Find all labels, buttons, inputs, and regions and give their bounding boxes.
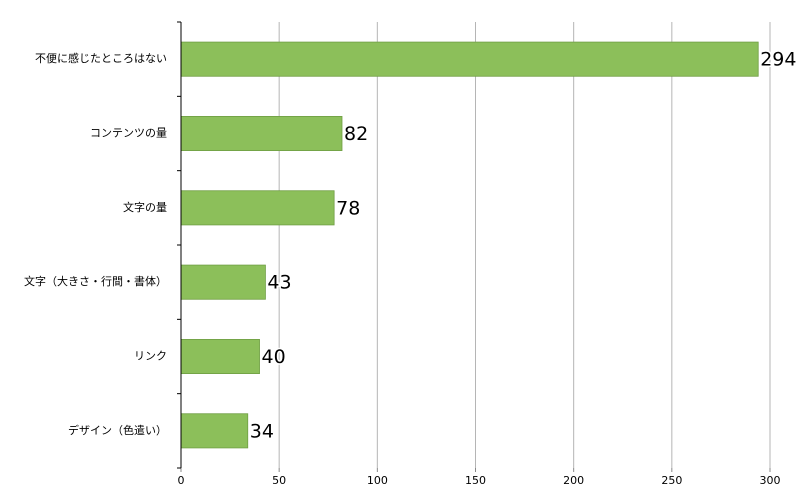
bar [180, 264, 266, 300]
y-tick-label: リンク [134, 350, 167, 363]
data-label: 82 [344, 123, 368, 145]
bar [180, 413, 249, 449]
y-tick-label: 文字の量 [123, 200, 167, 214]
y-tick-label: コンテンツの量 [90, 127, 167, 140]
bar [180, 116, 343, 151]
x-tick-label: 300 [760, 474, 781, 487]
x-tick-label: 0 [178, 474, 185, 487]
x-tick-label: 100 [367, 474, 388, 487]
y-tick-label: 文字（大きさ・行間・書体） [24, 274, 167, 288]
data-label: 78 [336, 197, 360, 219]
bar [180, 190, 335, 226]
x-tick-label: 150 [465, 474, 486, 487]
x-tick-label: 250 [661, 474, 682, 487]
y-tick-label: デザイン（色遣い） [68, 423, 167, 437]
data-label: 43 [267, 272, 291, 294]
x-tick-label: 50 [272, 474, 286, 487]
data-label: 40 [262, 346, 286, 368]
bar [180, 339, 260, 374]
x-tick-label: 200 [563, 474, 584, 487]
bar [180, 41, 759, 77]
data-label: 294 [760, 49, 796, 71]
y-tick-label: 不便に感じたところはない [35, 52, 167, 65]
data-label: 34 [250, 420, 274, 442]
